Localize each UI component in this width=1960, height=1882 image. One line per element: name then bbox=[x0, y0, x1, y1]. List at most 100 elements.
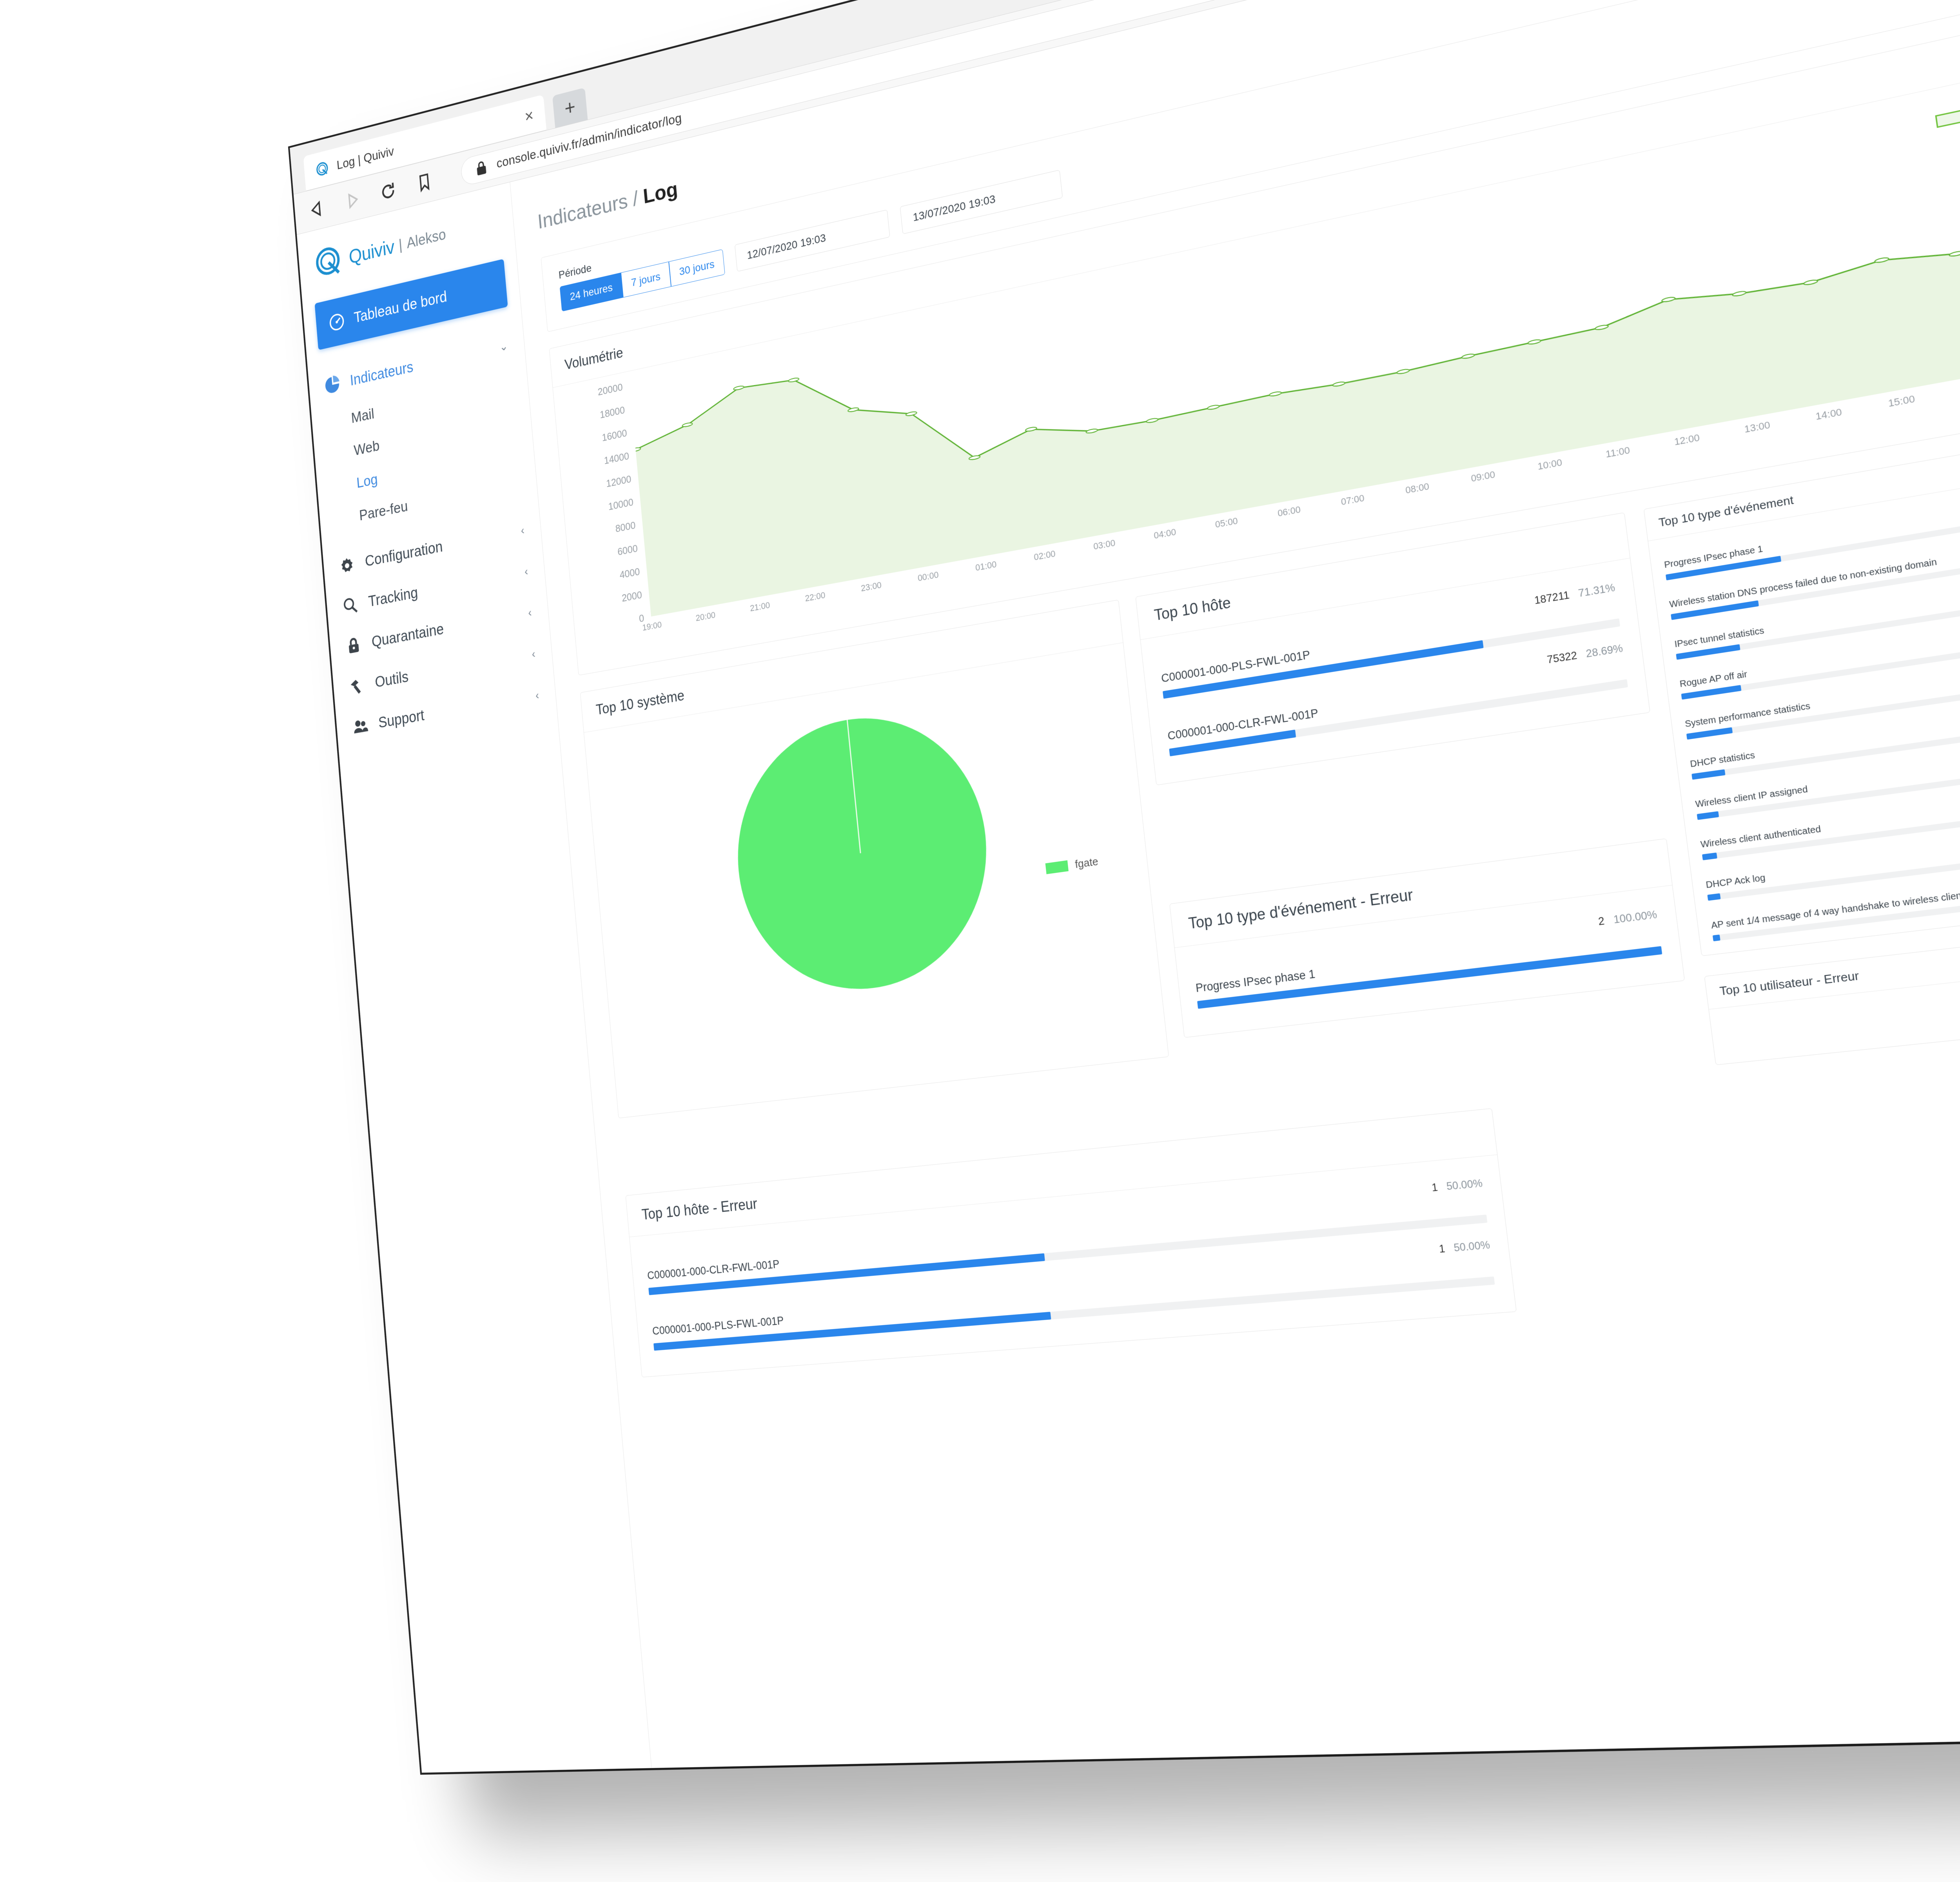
x-tick: 23:00 bbox=[860, 579, 882, 594]
y-tick: 14000 bbox=[603, 449, 630, 467]
gear-icon bbox=[337, 553, 357, 578]
sidebar-item-label: Support bbox=[377, 707, 425, 731]
chevron-left-icon[interactable]: ‹ bbox=[524, 565, 529, 578]
y-axis-labels: 20000 18000 16000 14000 12000 10000 8000 6000 40… bbox=[568, 381, 644, 628]
bar-fill bbox=[1697, 811, 1719, 820]
chevron-left-icon[interactable]: ‹ bbox=[520, 524, 525, 537]
breadcrumb-separator: / bbox=[626, 185, 644, 212]
chevron-left-icon[interactable]: ‹ bbox=[535, 688, 540, 702]
bar-count: 2 bbox=[1597, 915, 1605, 928]
x-tick: 01:00 bbox=[975, 559, 997, 573]
pie-legend-swatch bbox=[1045, 860, 1069, 874]
x-tick: 13:00 bbox=[1743, 419, 1771, 435]
y-tick: 20000 bbox=[597, 381, 623, 398]
x-tick: 09:00 bbox=[1470, 469, 1496, 484]
speedometer-icon bbox=[327, 310, 347, 334]
chevron-down-icon[interactable]: ⌄ bbox=[499, 339, 509, 354]
bar-percent: 71.31% bbox=[1577, 581, 1616, 600]
chevron-left-icon[interactable]: ‹ bbox=[531, 647, 536, 661]
x-tick: 11:00 bbox=[1605, 444, 1631, 460]
volumetry-card: Volumétrie Valider total logs 2000018000… bbox=[549, 0, 1960, 676]
top-system-card: Top 10 système fgate bbox=[580, 599, 1169, 1119]
x-tick: 15:00 bbox=[1887, 393, 1916, 409]
bar-count: 1 bbox=[1431, 1181, 1439, 1194]
app-root: Quiviv | Alekso Tableau de bord Indicate… bbox=[297, 0, 1960, 1773]
forward-icon[interactable] bbox=[342, 187, 363, 213]
chevron-left-icon[interactable]: ‹ bbox=[528, 606, 532, 619]
reload-icon[interactable] bbox=[378, 178, 398, 204]
sidebar-item-label: Configuration bbox=[364, 538, 443, 570]
tab-title: Log | Quiviv bbox=[336, 144, 395, 173]
x-tick: 22:00 bbox=[804, 590, 826, 604]
date-to-input[interactable]: 13/07/2020 19:03 bbox=[900, 169, 1063, 234]
x-tick: 04:00 bbox=[1153, 526, 1177, 541]
bar-fill bbox=[1712, 934, 1720, 941]
search-icon bbox=[341, 593, 360, 618]
pie-legend-label: fgate bbox=[1074, 855, 1099, 871]
brand-name: Quiviv bbox=[348, 236, 396, 268]
bar-percent: 50.00% bbox=[1446, 1177, 1483, 1193]
bar-count: 1 bbox=[1438, 1243, 1446, 1255]
x-tick: 08:00 bbox=[1405, 481, 1430, 496]
quiviv-logo-icon bbox=[313, 241, 346, 283]
bar-count: 187211 bbox=[1534, 589, 1570, 607]
pie-legend: fgate bbox=[1045, 855, 1099, 875]
bar-fill bbox=[1691, 769, 1725, 780]
pie-chart bbox=[726, 699, 1000, 1003]
x-tick: 03:00 bbox=[1093, 537, 1116, 552]
hammer-icon bbox=[347, 674, 367, 698]
bookmark-icon[interactable] bbox=[414, 169, 435, 195]
bar-count: 75322 bbox=[1546, 649, 1578, 666]
period-30d-button[interactable]: 30 jours bbox=[668, 249, 725, 287]
close-icon[interactable]: × bbox=[524, 106, 534, 127]
middle-column: Top 10 hôte 187211 71.31% C000001-000-PLS-… bbox=[1135, 512, 1687, 1057]
quiviv-favicon-icon bbox=[315, 159, 330, 180]
volumetry-body: Valider total logs 200001800016000140001… bbox=[553, 35, 1960, 675]
page-title: Log bbox=[642, 177, 679, 209]
y-tick: 4000 bbox=[619, 565, 641, 581]
people-icon bbox=[350, 714, 370, 738]
bar-percent: 50.00% bbox=[1453, 1239, 1491, 1254]
y-tick: 16000 bbox=[601, 427, 628, 443]
sidebar-item-label: Outils bbox=[374, 668, 409, 691]
x-tick: 05:00 bbox=[1214, 515, 1239, 530]
y-tick: 8000 bbox=[615, 519, 636, 534]
y-tick: 6000 bbox=[617, 542, 638, 558]
x-tick: 21:00 bbox=[750, 599, 771, 614]
y-tick: 2000 bbox=[621, 588, 642, 604]
top-event-error-card: Top 10 type d'événement - Erreur 2 100.00… bbox=[1169, 838, 1685, 1038]
data-point bbox=[906, 411, 917, 416]
period-7d-button[interactable]: 7 jours bbox=[621, 262, 671, 298]
right-column: Top 10 type d'événement 140321.23%Progre… bbox=[1643, 405, 1960, 1085]
sidebar-item-label: Quarantaine bbox=[371, 620, 445, 650]
volumetry-chart: 20000 18000 16000 14000 12000 10000 8000 6000 40… bbox=[568, 56, 1960, 659]
back-icon[interactable] bbox=[307, 196, 327, 222]
tenant-name: Alekso bbox=[406, 226, 446, 252]
date-from-input[interactable]: 12/07/2020 19:03 bbox=[735, 209, 890, 272]
bar-percent: 100.00% bbox=[1613, 908, 1658, 926]
pie-chart-icon bbox=[323, 372, 342, 397]
y-tick: 10000 bbox=[608, 496, 634, 512]
x-tick: 06:00 bbox=[1277, 504, 1301, 519]
breadcrumb-parent[interactable]: Indicateurs bbox=[536, 189, 629, 234]
sidebar-item-label: Tracking bbox=[367, 584, 419, 610]
sidebar-item-label: Indicateurs bbox=[349, 358, 414, 389]
bar-percent: 28.69% bbox=[1585, 642, 1624, 660]
x-tick: 02:00 bbox=[1033, 548, 1056, 563]
brand-separator: | bbox=[398, 236, 403, 254]
x-tick: 14:00 bbox=[1815, 406, 1843, 422]
lock-icon bbox=[474, 157, 489, 176]
x-tick: 10:00 bbox=[1537, 456, 1563, 472]
x-tick: 12:00 bbox=[1673, 432, 1700, 448]
y-tick: 18000 bbox=[599, 403, 626, 421]
x-tick: 20:00 bbox=[695, 610, 716, 623]
period-group: Période 24 heures 7 jours 30 jours bbox=[558, 231, 725, 312]
lock-icon bbox=[344, 633, 363, 658]
x-tick: 19:00 bbox=[642, 619, 662, 633]
sidebar-item-label: Tableau de bord bbox=[353, 288, 448, 326]
x-tick: 07:00 bbox=[1340, 492, 1365, 507]
browser-window: Log | Quiviv × + – ❐ ✕ console.quivi bbox=[290, 0, 1960, 1773]
x-tick: 00:00 bbox=[917, 569, 939, 583]
area-series bbox=[630, 56, 1960, 617]
